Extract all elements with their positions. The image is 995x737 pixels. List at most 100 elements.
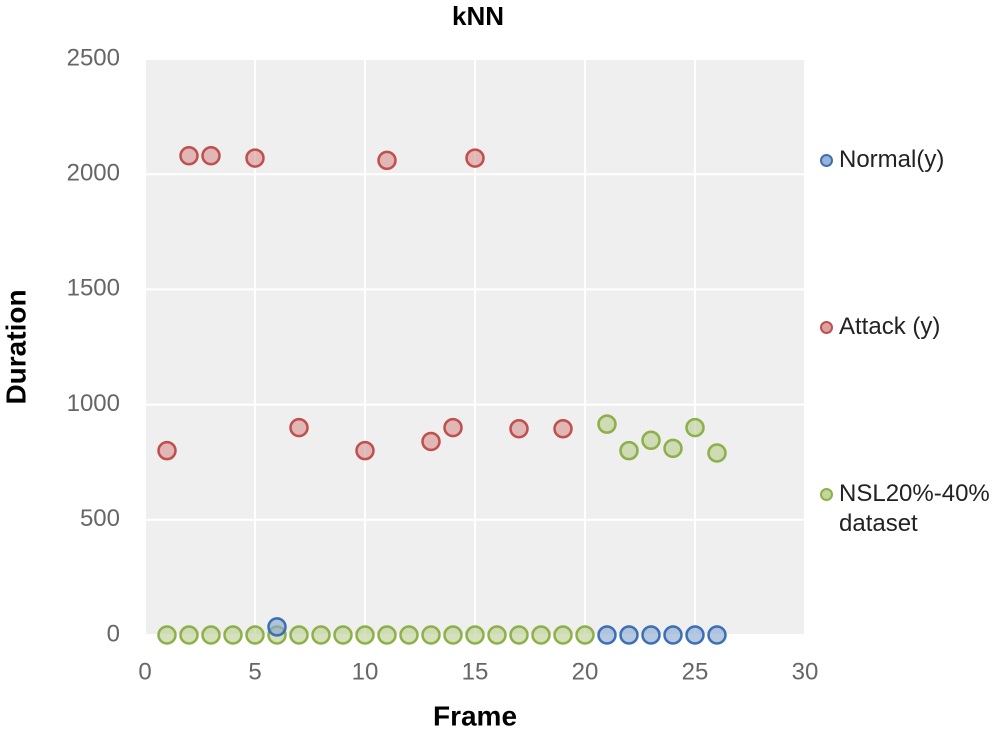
legend-marker — [820, 488, 833, 501]
point-fill — [314, 628, 328, 642]
x-tick-label: 5 — [248, 658, 261, 685]
point-fill — [160, 628, 174, 642]
point-fill — [226, 628, 240, 642]
point — [509, 625, 529, 645]
point-fill — [622, 628, 636, 642]
x-axis-label: Frame — [433, 700, 517, 731]
point-fill — [446, 420, 460, 435]
y-tick-label: 2500 — [67, 44, 120, 71]
point-fill — [578, 628, 592, 642]
x-tick-label: 20 — [572, 658, 599, 685]
point-fill — [336, 628, 350, 642]
point — [421, 431, 441, 452]
point — [289, 417, 309, 438]
point-fill — [644, 628, 658, 642]
point — [685, 417, 705, 438]
point — [245, 148, 265, 168]
legend-label: NSL20%-40% dataset — [839, 480, 990, 537]
point-fill — [600, 628, 614, 642]
point-fill — [160, 443, 174, 458]
point — [245, 625, 265, 645]
legend-entry: NSL20%-40% dataset — [820, 479, 995, 539]
point-fill — [380, 628, 394, 642]
point — [663, 625, 683, 645]
point — [465, 148, 485, 168]
point — [355, 625, 375, 645]
point-fill — [556, 421, 570, 436]
point — [157, 440, 177, 461]
point-fill — [270, 619, 284, 634]
point — [465, 625, 485, 645]
point — [619, 440, 639, 461]
point — [355, 440, 375, 461]
point — [399, 625, 419, 645]
point — [553, 419, 573, 439]
point-fill — [358, 628, 372, 642]
point-fill — [600, 417, 614, 432]
point-fill — [248, 151, 262, 166]
point-fill — [424, 434, 438, 449]
point-fill — [666, 628, 680, 642]
chart-title: kNN — [452, 1, 504, 31]
point — [575, 625, 595, 645]
x-tick-label: 0 — [138, 658, 151, 685]
point-fill — [622, 443, 636, 458]
point — [641, 430, 661, 451]
point-fill — [556, 628, 570, 642]
point-fill — [358, 443, 372, 458]
point — [707, 625, 727, 645]
point-fill — [204, 148, 218, 163]
point — [597, 414, 617, 434]
point-fill — [204, 628, 218, 642]
y-axis-label: Duration — [0, 289, 31, 404]
point-fill — [688, 628, 702, 642]
point-fill — [534, 628, 548, 642]
point — [487, 625, 507, 645]
point — [685, 625, 705, 645]
point — [707, 443, 727, 463]
x-tick-label: 30 — [792, 658, 819, 685]
legend-label: Attack (y) — [839, 313, 941, 340]
point-fill — [380, 153, 394, 168]
point-fill — [182, 148, 196, 163]
legend-label: Normal(y) — [839, 146, 945, 173]
x-tick-label: 25 — [682, 658, 709, 685]
point-fill — [468, 151, 482, 166]
point — [157, 625, 177, 645]
point-fill — [292, 420, 306, 435]
point-fill — [666, 441, 680, 456]
point — [179, 625, 199, 645]
point — [443, 625, 463, 645]
point-fill — [490, 628, 504, 642]
point-fill — [402, 628, 416, 642]
point — [201, 146, 221, 166]
y-tick-label: 0 — [107, 620, 120, 647]
point — [333, 625, 353, 645]
point — [377, 150, 397, 171]
point — [443, 417, 463, 438]
point — [509, 419, 529, 439]
y-tick-label: 1000 — [67, 390, 120, 417]
point-fill — [512, 421, 526, 436]
point-fill — [182, 628, 196, 642]
point-fill — [710, 445, 724, 460]
point — [289, 625, 309, 645]
point — [597, 625, 617, 645]
y-tick-label: 1500 — [67, 275, 120, 302]
point-fill — [424, 628, 438, 642]
point — [421, 625, 441, 645]
y-tick-label: 500 — [80, 505, 120, 532]
point-fill — [644, 433, 658, 448]
point — [619, 625, 639, 645]
point — [531, 625, 551, 645]
legend-entry: Normal(y) — [820, 145, 995, 175]
point — [267, 617, 287, 637]
legend-entry: Attack (y) — [820, 312, 995, 342]
point — [179, 146, 199, 166]
x-tick-label: 15 — [462, 658, 489, 685]
point — [223, 625, 243, 645]
point-fill — [468, 628, 482, 642]
legend-marker — [820, 154, 833, 167]
